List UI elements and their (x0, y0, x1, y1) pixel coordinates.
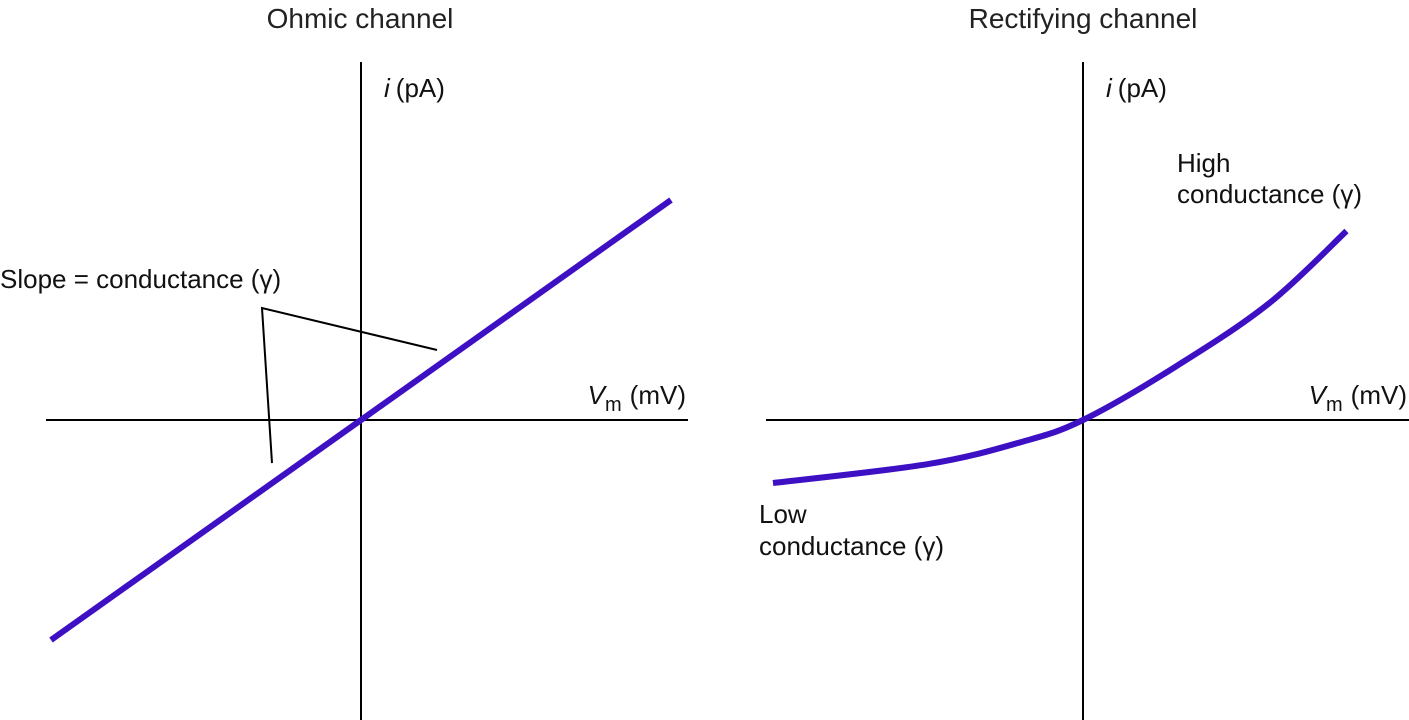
rectifying-x-axis-label: Vm (mV) (1309, 380, 1407, 416)
low-conductance-label-line2: conductance (γ) (759, 531, 944, 561)
low-conductance-label-line1: Low (759, 499, 807, 529)
rectifying-iv-curve (772, 228, 1349, 486)
ohmic-x-axis-label: Vm (mV) (588, 380, 686, 416)
ohmic-panel: Ohmic channel i (pA) Vm (mV) Slope = condu… (0, 3, 688, 720)
ohmic-y-axis-label: i (pA) (384, 73, 445, 103)
ohmic-title: Ohmic channel (267, 3, 454, 34)
rectifying-title: Rectifying channel (969, 3, 1198, 34)
rectifying-y-axis-label: i (pA) (1106, 73, 1167, 103)
rectifying-panel: Rectifying channel i (pA) Vm (mV) High con… (759, 3, 1409, 720)
slope-pointer (260, 306, 438, 464)
slope-annotation: Slope = conductance (γ) (0, 264, 281, 294)
high-conductance-label-line2: conductance (γ) (1177, 179, 1362, 209)
ohmic-iv-line (49, 197, 673, 643)
high-conductance-label-line1: High (1177, 148, 1230, 178)
